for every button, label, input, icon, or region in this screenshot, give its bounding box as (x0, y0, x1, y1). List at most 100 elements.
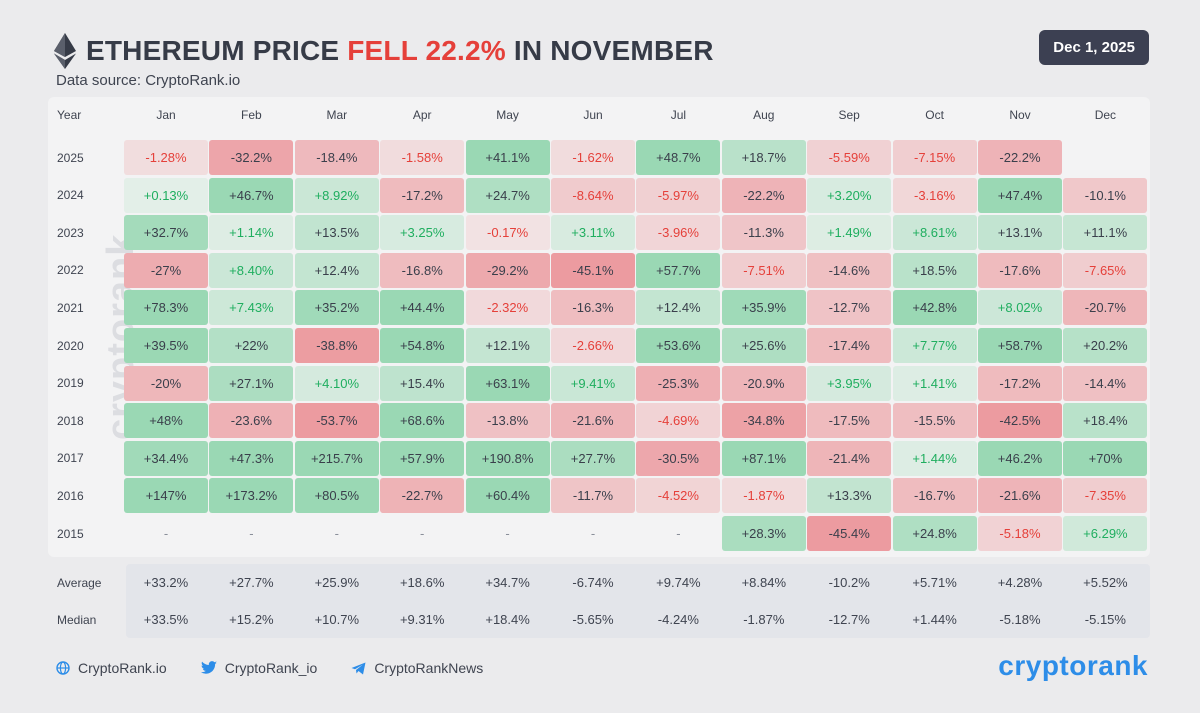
heatmap-cell-2019-jul: -25.3% (636, 365, 721, 401)
column-header-jul: Jul (670, 108, 687, 122)
heatmap-cell-2022-sep: -14.6% (807, 252, 892, 288)
heatmap-cell-2020-apr: +54.8% (380, 328, 465, 363)
heatmap-cell-2018-mar: -53.7% (294, 403, 379, 439)
heatmap-cell-2023-jun: +3.11% (551, 215, 635, 251)
heatmap-cell-2017-dec: +70% (1063, 440, 1148, 476)
column-header-aug: Aug (753, 108, 775, 122)
cryptorank-logo: cryptorank (998, 650, 1148, 681)
stats-panel (48, 562, 1150, 640)
heatmap-cell-2025-oct: -7.15% (892, 140, 977, 175)
heatmap-cell-2023-feb: +1.14% (209, 215, 294, 251)
heatmap-cell-2025-aug: +18.7% (721, 140, 806, 175)
heatmap-cell-2015-may: - (505, 526, 510, 541)
heatmap-cell-2015-mar: - (334, 526, 339, 541)
heatmap-cell-2022-jun: -45.1% (551, 252, 635, 288)
heatmap-cell-2022-feb: +8.40% (209, 252, 294, 288)
heatmap-cell-2023-oct: +8.61% (892, 215, 977, 251)
heatmap-cell-2016-jan: +147% (124, 478, 208, 514)
heatmap-cell-2015-nov: -5.18% (978, 516, 1062, 551)
footer-twitter[interactable]: CryptoRank_io (200, 660, 317, 676)
heatmap-cell-2018-apr: +68.6% (380, 403, 465, 439)
footer-website[interactable]: CryptoRank.io (56, 660, 167, 676)
heatmap-cell-2017-may: +190.8% (465, 440, 550, 476)
heatmap-cell-2016-apr: -22.7% (380, 478, 465, 514)
stat-cell-average-may: +34.7% (485, 575, 530, 590)
heatmap-cell-2023-jul: -3.96% (636, 215, 721, 251)
title-suffix: IN NOVEMBER (505, 35, 714, 66)
stat-cell-average-oct: +5.71% (912, 575, 957, 590)
heatmap-cell-2018-jul: -4.69% (636, 403, 721, 439)
stat-label-median: Median (57, 612, 97, 627)
heatmap-cell-2017-feb: +47.3% (209, 440, 294, 476)
heatmap-cell-2017-jan: +34.4% (124, 440, 208, 476)
row-label-2023: 2023 (57, 225, 84, 240)
heatmap-cell-2025-sep: -5.59% (807, 140, 892, 175)
heatmap-cell-2020-nov: +58.7% (978, 328, 1062, 363)
heatmap-cell-2020-jun: -2.66% (551, 328, 635, 363)
heatmap-cell-2023-dec: +11.1% (1063, 215, 1148, 251)
stat-cell-median-dec: -5.15% (1084, 612, 1126, 627)
column-header-nov: Nov (1009, 108, 1031, 122)
column-header-jun: Jun (583, 108, 603, 122)
stat-cell-average-aug: +8.84% (741, 575, 787, 590)
heatmap-cell-2017-oct: +1.44% (892, 440, 977, 476)
heatmap-cell-2019-aug: -20.9% (721, 365, 806, 401)
heatmap-cell-2021-apr: +44.4% (380, 290, 465, 326)
heatmap-cell-2020-sep: -17.4% (807, 328, 892, 363)
heatmap-cell-2016-nov: -21.6% (978, 478, 1062, 514)
stat-cell-average-nov: +4.28% (997, 575, 1043, 590)
heatmap-cell-2018-dec: +18.4% (1063, 403, 1148, 439)
stat-cell-average-apr: +18.6% (399, 575, 445, 590)
row-label-2018: 2018 (57, 413, 84, 428)
heatmap-cell-2020-aug: +25.6% (721, 328, 806, 363)
heatmap-cell-2022-may: -29.2% (465, 252, 550, 288)
heatmap-cell-2023-sep: +1.49% (807, 215, 892, 251)
heatmap-cell-2022-apr: -16.8% (380, 252, 465, 288)
heatmap-cell-2025-mar: -18.4% (294, 140, 379, 175)
heatmap-cell-2025-jul: +48.7% (636, 140, 721, 175)
heatmap-cell-2019-feb: +27.1% (209, 365, 294, 401)
stat-cell-median-may: +18.4% (485, 612, 530, 627)
heatmap-cell-2024-apr: -17.2% (380, 177, 465, 213)
stat-cell-average-jan: +33.2% (143, 575, 189, 590)
heatmap-cell-2020-mar: -38.8% (294, 328, 379, 363)
footer-website-label: CryptoRank.io (78, 660, 167, 676)
stat-cell-median-sep: -12.7% (828, 612, 870, 627)
stat-cell-median-feb: +15.2% (229, 612, 274, 627)
heatmap-cell-2019-may: +63.1% (465, 365, 550, 401)
heatmap-cell-2015-feb: - (249, 526, 254, 541)
heatmap-cell-2015-oct: +24.8% (892, 516, 977, 551)
data-source: Data source: CryptoRank.io (56, 72, 241, 89)
heatmap-cell-2024-sep: +3.20% (807, 177, 892, 213)
column-header-may: May (496, 108, 519, 122)
heatmap-cell-2023-may: -0.17% (465, 215, 550, 251)
heatmap-cell-2024-jun: -8.64% (551, 177, 635, 213)
heatmap-cell-2019-apr: +15.4% (380, 365, 465, 401)
heatmap-cell-2018-may: -13.8% (465, 403, 550, 439)
heatmap-cell-2024-nov: +47.4% (978, 177, 1062, 213)
heatmap-cell-2022-jul: +57.7% (636, 252, 721, 288)
heatmap-cell-2024-mar: +8.92% (294, 177, 379, 213)
title-highlight: FELL 22.2% (347, 35, 506, 66)
column-header-dec: Dec (1094, 108, 1117, 122)
heatmap-cell-2019-jan: -20% (124, 365, 208, 401)
stat-cell-median-jul: -4.24% (657, 612, 699, 627)
row-label-2024: 2024 (57, 188, 84, 203)
heatmap-cell-2019-jun: +9.41% (551, 365, 635, 401)
heatmap-cell-2016-oct: -16.7% (892, 478, 977, 514)
heatmap-cell-2020-dec: +20.2% (1063, 328, 1148, 363)
heatmap-cell-2015-apr: - (420, 526, 425, 541)
column-header-year: Year (57, 108, 82, 122)
row-label-2020: 2020 (57, 338, 84, 353)
heatmap-cell-2024-dec: -10.1% (1063, 177, 1148, 213)
heatmap-cell-2023-mar: +13.5% (294, 215, 379, 251)
heatmap-cell-2021-may: -2.32% (465, 290, 550, 326)
heatmap-cell-2018-oct: -15.5% (892, 403, 977, 439)
heatmap-cell-2019-nov: -17.2% (978, 365, 1062, 401)
heatmap-cell-2025-jan: -1.28% (124, 140, 208, 175)
heatmap-cell-2021-oct: +42.8% (892, 290, 977, 326)
heatmap-cell-2019-oct: +1.41% (892, 365, 977, 401)
footer-telegram[interactable]: CryptoRankNews (351, 660, 483, 676)
title-row: ETHEREUM PRICE FELL 22.2% IN NOVEMBER (54, 30, 714, 72)
column-header-feb: Feb (241, 108, 262, 122)
